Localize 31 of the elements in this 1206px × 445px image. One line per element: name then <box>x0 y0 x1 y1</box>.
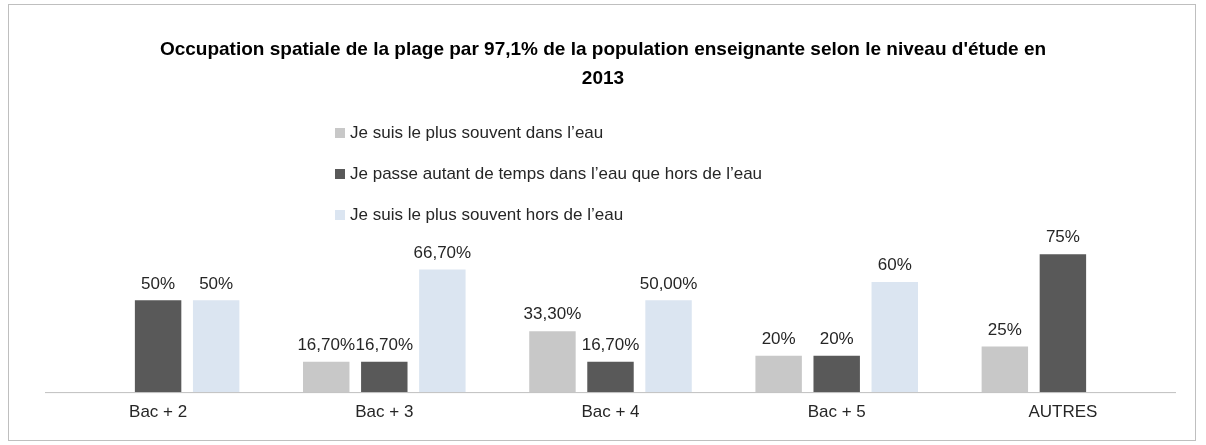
x-tick-label: AUTRES <box>1028 402 1098 422</box>
chart-title: Occupation spatiale de la plage par 97,1% de la population enseignante selon le niveau d'étude en 2013 <box>158 37 1048 90</box>
x-tick-label: Bac + 2 <box>129 402 188 422</box>
bar <box>645 300 692 393</box>
bar <box>361 361 408 393</box>
data-label: 33,30% <box>523 304 582 324</box>
legend-label: Je passe autant de temps dans l’eau que hors de l’eau <box>350 163 763 184</box>
data-label: 25% <box>987 319 1022 339</box>
bar <box>871 281 918 393</box>
data-label: 16,70% <box>355 334 414 354</box>
x-tick-label: Bac + 4 <box>581 402 640 422</box>
data-label: 50% <box>199 273 234 293</box>
bar <box>419 269 466 393</box>
x-tick-label: Bac + 3 <box>355 402 414 422</box>
data-label: 20% <box>761 328 796 348</box>
data-label: 50,00% <box>639 273 698 293</box>
data-label: 16,70% <box>581 334 640 354</box>
bar <box>134 300 182 393</box>
bar <box>192 300 240 393</box>
legend-label: Je suis le plus souvent hors de l’eau <box>350 204 624 225</box>
bar <box>1039 254 1087 393</box>
data-label: 50% <box>141 273 176 293</box>
bar <box>813 355 860 393</box>
data-label: 66,70% <box>413 242 472 262</box>
data-label: 60% <box>877 255 912 275</box>
data-label: 75% <box>1045 227 1080 247</box>
data-label: 16,70% <box>297 334 356 354</box>
x-tick-label: Bac + 5 <box>807 402 866 422</box>
bar <box>587 361 634 393</box>
data-label: 20% <box>819 328 854 348</box>
legend-label: Je suis le plus souvent dans l’eau <box>350 122 604 143</box>
